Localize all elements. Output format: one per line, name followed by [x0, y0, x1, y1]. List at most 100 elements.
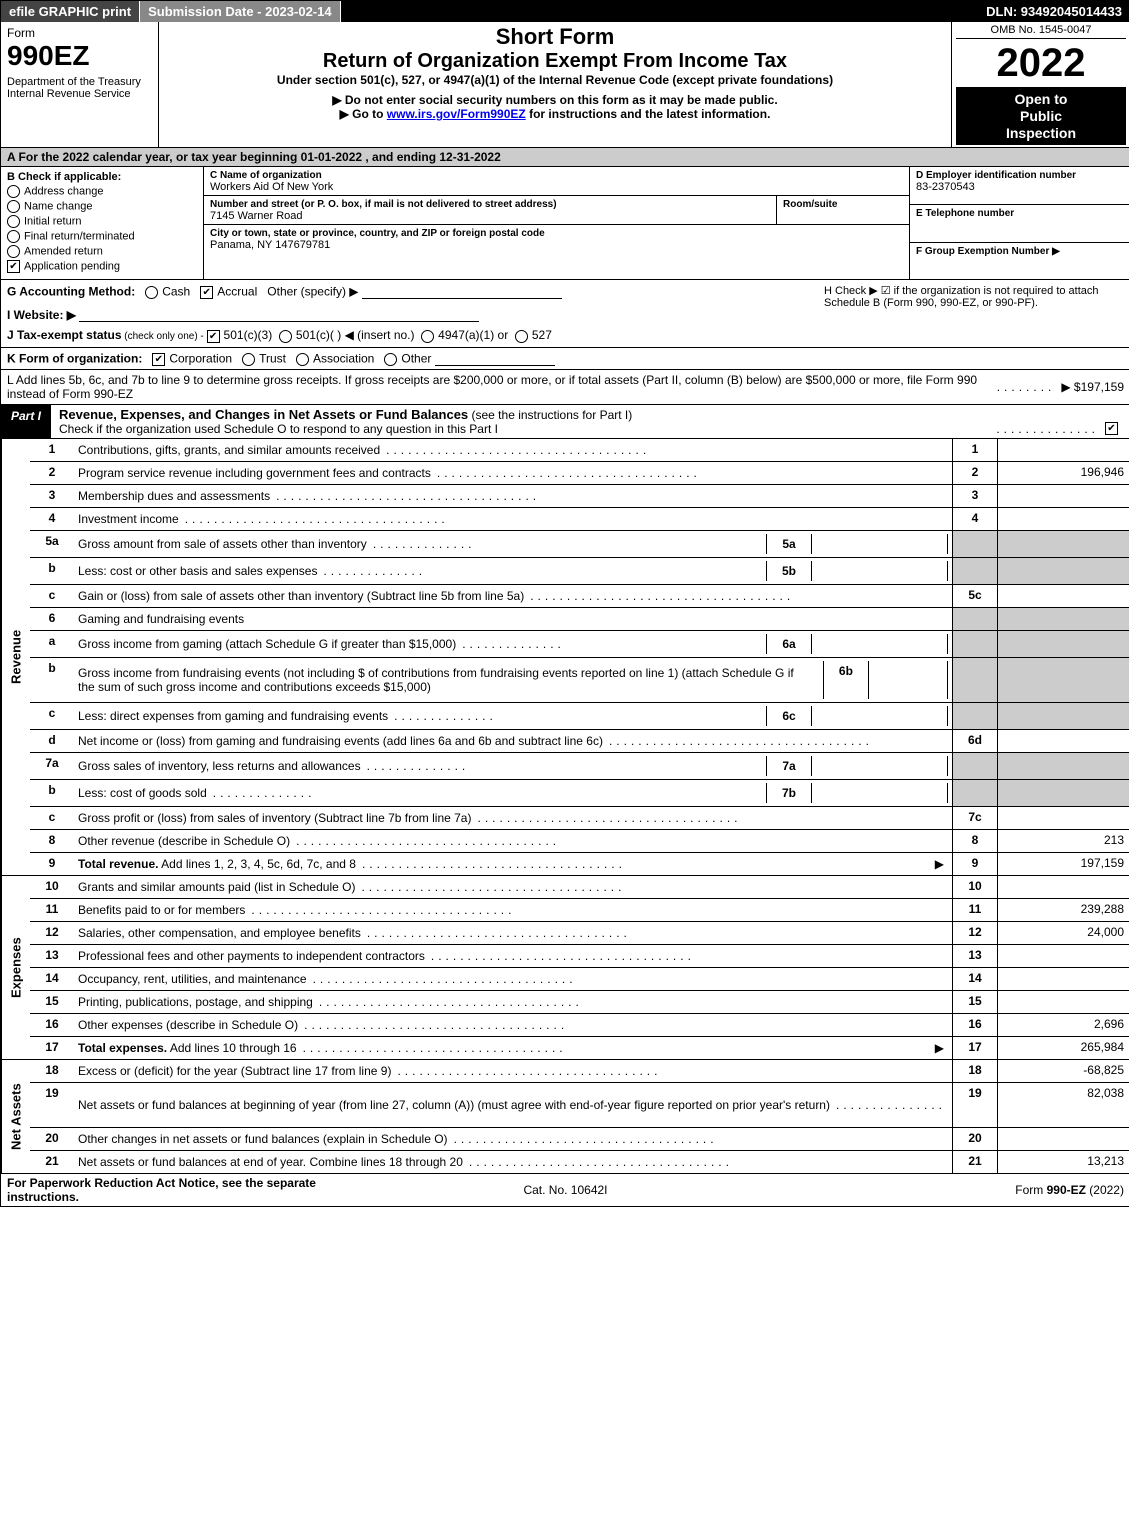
line-value — [997, 968, 1129, 990]
line-number: c — [30, 585, 74, 607]
line-ref: 19 — [952, 1083, 997, 1127]
other-org-input[interactable] — [435, 351, 555, 366]
irs-link[interactable]: www.irs.gov/Form990EZ — [387, 107, 526, 121]
section-side-label: Net Assets — [1, 1060, 30, 1173]
line-description: Other changes in net assets or fund bala… — [78, 1132, 448, 1146]
line-row: 18Excess or (deficit) for the year (Subt… — [30, 1060, 1129, 1083]
line-description-cell: Total revenue. Add lines 1, 2, 3, 4, 5c,… — [74, 853, 952, 875]
line-number: 16 — [30, 1014, 74, 1036]
city-label: City or town, state or province, country… — [210, 228, 545, 239]
section-table: Expenses10Grants and similar amounts pai… — [1, 876, 1129, 1060]
line-ref: 4 — [952, 508, 997, 530]
line-ref: 8 — [952, 830, 997, 852]
checkbox-label: Name change — [24, 201, 93, 213]
section-bcdef: B Check if applicable: Address changeNam… — [1, 167, 1129, 280]
sub-line-cell: 5b — [766, 561, 948, 581]
line-number: 1 — [30, 439, 74, 461]
under-section: Under section 501(c), 527, or 4947(a)(1)… — [165, 73, 945, 87]
form-title: Return of Organization Exempt From Incom… — [165, 50, 945, 73]
line-row: 7aGross sales of inventory, less returns… — [30, 753, 1129, 780]
goto-instructions: ▶ Go to www.irs.gov/Form990EZ for instru… — [165, 107, 945, 121]
other-org-checkbox[interactable] — [384, 353, 397, 366]
line-description: Less: cost or other basis and sales expe… — [78, 564, 317, 578]
line-ref: 18 — [952, 1060, 997, 1082]
line-description-cell: Gross amount from sale of assets other t… — [74, 531, 952, 557]
line-number: 2 — [30, 462, 74, 484]
line-description: Net assets or fund balances at end of ye… — [78, 1155, 463, 1169]
line-row: 17Total expenses. Add lines 10 through 1… — [30, 1037, 1129, 1059]
line-description: Gaming and fundraising events — [78, 612, 244, 626]
cash-checkbox[interactable] — [145, 286, 158, 299]
501c3-checkbox[interactable] — [207, 330, 220, 343]
line-ref: 17 — [952, 1037, 997, 1059]
line-description: Investment income — [78, 512, 179, 526]
paperwork-reduction-notice: For Paperwork Reduction Act Notice, see … — [7, 1176, 379, 1204]
527-checkbox[interactable] — [515, 330, 528, 343]
checkbox-label: Address change — [24, 186, 104, 198]
accrual-checkbox[interactable] — [200, 286, 213, 299]
ssn-warning: ▶ Do not enter social security numbers o… — [165, 93, 945, 107]
website-input[interactable] — [79, 307, 479, 322]
checkbox[interactable] — [7, 245, 20, 258]
check-option: Address change — [7, 185, 197, 198]
short-form-label: Short Form — [165, 24, 945, 50]
line-row: aGross income from gaming (attach Schedu… — [30, 631, 1129, 658]
association-checkbox[interactable] — [296, 353, 309, 366]
schedule-o-checkbox[interactable] — [1105, 422, 1118, 435]
checkbox[interactable] — [7, 185, 20, 198]
open-to-public: Open to Public Inspection — [956, 87, 1126, 145]
ein-label: D Employer identification number — [916, 170, 1076, 181]
line-number: 5a — [30, 531, 74, 557]
line-ref: 7c — [952, 807, 997, 829]
line-row: dNet income or (loss) from gaming and fu… — [30, 730, 1129, 753]
efile-print-button[interactable]: efile GRAPHIC print — [1, 1, 140, 22]
line-description-cell: Contributions, gifts, grants, and simila… — [74, 439, 952, 461]
4947-checkbox[interactable] — [421, 330, 434, 343]
section-ghij: G Accounting Method: Cash Accrual Other … — [1, 280, 1129, 347]
line-number: c — [30, 807, 74, 829]
row-k-form-of-org: K Form of organization: Corporation Trus… — [1, 348, 1129, 370]
check-option: Application pending — [7, 260, 197, 273]
corporation-checkbox[interactable] — [152, 353, 165, 366]
section-body: 18Excess or (deficit) for the year (Subt… — [30, 1060, 1129, 1173]
sub-line-cell: 6a — [766, 634, 948, 654]
checkbox[interactable] — [7, 230, 20, 243]
line-description-cell: Net assets or fund balances at end of ye… — [74, 1151, 952, 1173]
checkbox[interactable] — [7, 200, 20, 213]
other-method-input[interactable] — [362, 284, 562, 299]
501c-checkbox[interactable] — [279, 330, 292, 343]
line-number: 11 — [30, 899, 74, 921]
sub-line-value — [812, 783, 947, 803]
line-value: 82,038 — [997, 1083, 1129, 1127]
line-value — [997, 703, 1129, 729]
line-description: Occupancy, rent, utilities, and maintena… — [78, 972, 307, 986]
trust-checkbox[interactable] — [242, 353, 255, 366]
line-row: cLess: direct expenses from gaming and f… — [30, 703, 1129, 730]
col-def: D Employer identification number 83-2370… — [909, 167, 1129, 279]
checkbox[interactable] — [7, 260, 20, 273]
line-value — [997, 531, 1129, 557]
line-number: 14 — [30, 968, 74, 990]
line-description: Printing, publications, postage, and shi… — [78, 995, 313, 1009]
section-side-label: Expenses — [1, 876, 30, 1059]
checkbox-label: Application pending — [24, 261, 120, 273]
line-value — [997, 631, 1129, 657]
line-value: 239,288 — [997, 899, 1129, 921]
line-description-cell: Excess or (deficit) for the year (Subtra… — [74, 1060, 952, 1082]
line-number: 12 — [30, 922, 74, 944]
dln-label: DLN: 93492045014433 — [978, 1, 1129, 22]
row-l-text: L Add lines 5b, 6c, and 7b to line 9 to … — [7, 373, 991, 401]
checkbox[interactable] — [7, 215, 20, 228]
sub-line-cell: 6b — [823, 661, 948, 699]
line-description: Other expenses (describe in Schedule O) — [78, 1018, 298, 1032]
line-row: 5aGross amount from sale of assets other… — [30, 531, 1129, 558]
sub-line-number: 6a — [767, 634, 812, 654]
part-i-tag: Part I — [1, 405, 51, 438]
line-row: 6Gaming and fundraising events — [30, 608, 1129, 631]
line-description-cell: Printing, publications, postage, and shi… — [74, 991, 952, 1013]
org-name-cell: C Name of organization Workers Aid Of Ne… — [204, 167, 909, 196]
sub-line-value — [812, 534, 947, 554]
line-number: c — [30, 703, 74, 729]
line-ref: 14 — [952, 968, 997, 990]
line-row: 11Benefits paid to or for members.......… — [30, 899, 1129, 922]
